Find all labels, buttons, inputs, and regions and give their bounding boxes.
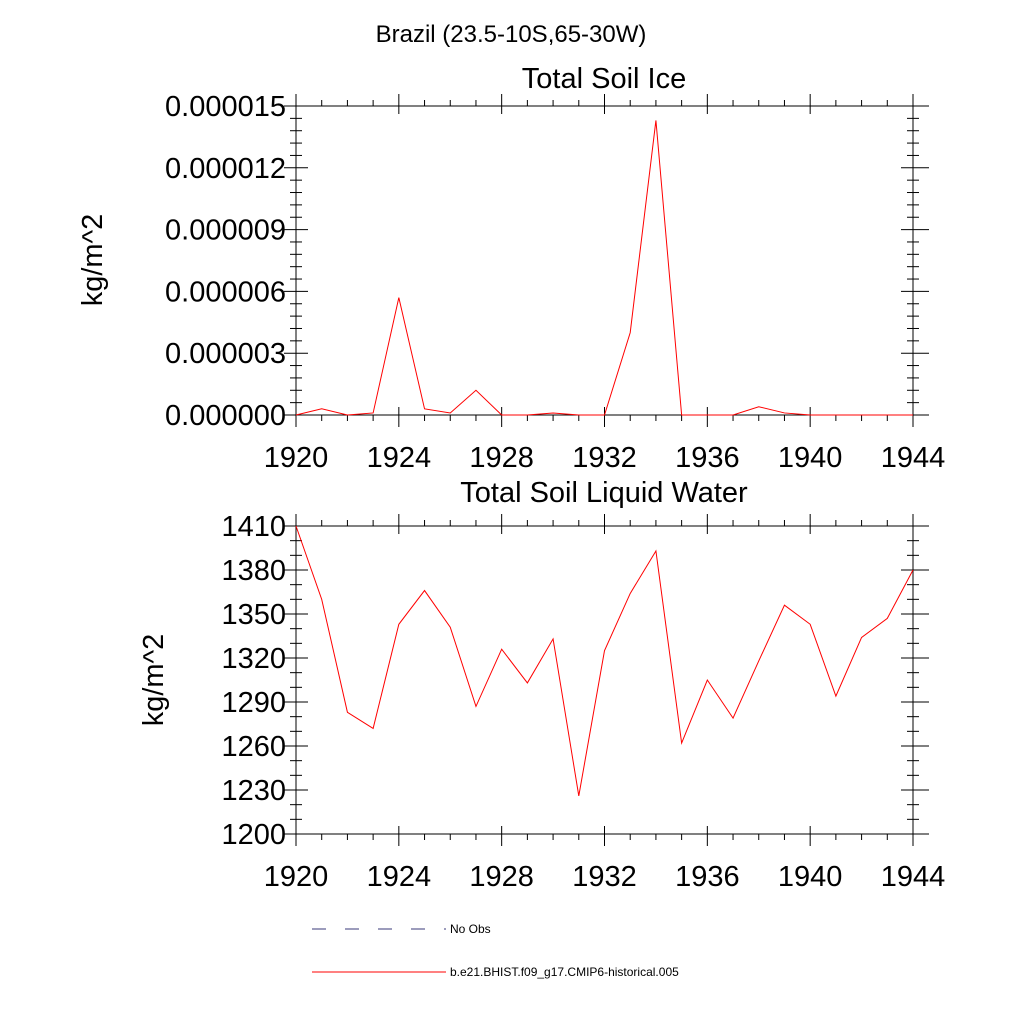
ice-x-tick-label: 1932 bbox=[572, 442, 637, 474]
water-data-point bbox=[321, 598, 323, 600]
ice-y-tick-label: 0.000000 bbox=[165, 400, 286, 432]
ice-y-tick-label: 0.000006 bbox=[165, 276, 286, 308]
water-data-point bbox=[809, 623, 811, 625]
water-series-line bbox=[295, 525, 914, 796]
water-x-tick-label: 1928 bbox=[469, 861, 534, 893]
water-y-tick-label: 1260 bbox=[221, 731, 286, 763]
ice-y-tick-label: 0.000009 bbox=[165, 215, 286, 247]
water-data-point bbox=[578, 795, 580, 797]
ice-x-tick-label: 1936 bbox=[675, 442, 740, 474]
water-plot-frame bbox=[295, 525, 914, 835]
ice-data-point bbox=[372, 412, 374, 414]
ice-data-point bbox=[912, 414, 914, 416]
water-y-axis-title: kg/m^2 bbox=[138, 634, 170, 727]
ice-data-point bbox=[398, 296, 400, 298]
ice-data-point bbox=[629, 331, 631, 333]
water-x-tick-label: 1932 bbox=[572, 861, 637, 893]
ice-data-point bbox=[578, 414, 580, 416]
water-data-point bbox=[912, 569, 914, 571]
water-data-point bbox=[758, 660, 760, 662]
ice-y-tick-label: 0.000003 bbox=[165, 338, 286, 370]
ice-x-tick-label: 1944 bbox=[881, 442, 946, 474]
ice-data-point bbox=[475, 389, 477, 391]
ice-y-tick-label: 0.000015 bbox=[165, 91, 286, 123]
ice-plot-frame bbox=[295, 105, 914, 416]
ice-y-tick-label: 0.000012 bbox=[165, 153, 286, 185]
figure-title: Brazil (23.5-10S,65-30W) bbox=[376, 21, 647, 48]
soil-liquid-water-panel: Total Soil Liquid Water kg/m^2 1920 1924 192… bbox=[138, 477, 945, 893]
water-y-tick-label: 1290 bbox=[221, 687, 286, 719]
ice-data-point bbox=[655, 119, 657, 121]
ice-x-tick-label: 1928 bbox=[469, 442, 534, 474]
ice-panel-title: Total Soil Ice bbox=[522, 63, 686, 95]
water-x-tick-label: 1940 bbox=[778, 861, 843, 893]
ice-data-point bbox=[449, 412, 451, 414]
water-data-point bbox=[398, 623, 400, 625]
water-data-point bbox=[449, 626, 451, 628]
water-x-tick-label: 1920 bbox=[264, 861, 329, 893]
water-y-tick-label: 1230 bbox=[221, 775, 286, 807]
ice-data-point bbox=[835, 414, 837, 416]
water-y-tick-label: 1380 bbox=[221, 555, 286, 587]
water-data-point bbox=[603, 649, 605, 651]
water-data-point bbox=[423, 589, 425, 591]
ice-data-point bbox=[886, 414, 888, 416]
water-data-point bbox=[886, 617, 888, 619]
ice-data-point bbox=[423, 408, 425, 410]
water-data-point bbox=[346, 711, 348, 713]
water-x-tick-label: 1936 bbox=[675, 861, 740, 893]
ice-y-axis-title: kg/m^2 bbox=[77, 214, 109, 307]
water-y-tick-label: 1350 bbox=[221, 599, 286, 631]
ice-data-point bbox=[603, 414, 605, 416]
soil-ice-panel: Total Soil Ice kg/m^2 1920 1924 1928 1932 1936… bbox=[77, 63, 945, 474]
water-data-point bbox=[629, 592, 631, 594]
water-data-point bbox=[680, 742, 682, 744]
ice-data-point bbox=[552, 412, 554, 414]
water-y-tick-label: 1320 bbox=[221, 643, 286, 675]
ice-data-point bbox=[783, 412, 785, 414]
water-y-tick-label: 1410 bbox=[221, 511, 286, 543]
ice-data-point bbox=[295, 414, 297, 416]
ice-data-point bbox=[809, 414, 811, 416]
legend-model-label: b.e21.BHIST.f09_g17.CMIP6-historical.005 bbox=[450, 965, 679, 979]
ice-x-tick-label: 1920 bbox=[264, 442, 329, 474]
ice-data-point bbox=[526, 414, 528, 416]
ice-x-tick-label: 1924 bbox=[367, 442, 432, 474]
ice-data-point bbox=[758, 406, 760, 408]
water-data-point bbox=[835, 695, 837, 697]
water-data-point bbox=[860, 636, 862, 638]
ice-data-point bbox=[860, 414, 862, 416]
ice-data-point bbox=[346, 414, 348, 416]
legend-no-obs-label: No Obs bbox=[450, 922, 491, 936]
ice-data-point bbox=[500, 414, 502, 416]
ice-data-point bbox=[732, 414, 734, 416]
ice-x-tick-label: 1940 bbox=[778, 442, 843, 474]
water-data-point bbox=[655, 550, 657, 552]
water-data-point bbox=[526, 682, 528, 684]
legend: No Obs b.e21.BHIST.f09_g17.CMIP6-historic… bbox=[312, 922, 679, 979]
water-data-point bbox=[475, 705, 477, 707]
water-x-tick-label: 1924 bbox=[367, 861, 432, 893]
water-data-point bbox=[295, 525, 297, 527]
water-data-point bbox=[552, 638, 554, 640]
water-data-point bbox=[372, 727, 374, 729]
water-y-tick-label: 1200 bbox=[221, 819, 286, 851]
water-x-tick-label: 1944 bbox=[881, 861, 946, 893]
water-panel-title: Total Soil Liquid Water bbox=[460, 477, 748, 509]
ice-data-point bbox=[706, 414, 708, 416]
water-data-point bbox=[706, 679, 708, 681]
ice-series-line bbox=[295, 120, 913, 416]
water-data-point bbox=[500, 648, 502, 650]
water-data-point bbox=[783, 604, 785, 606]
ice-data-point bbox=[680, 414, 682, 416]
water-data-point bbox=[732, 717, 734, 719]
ice-data-point bbox=[321, 408, 323, 410]
